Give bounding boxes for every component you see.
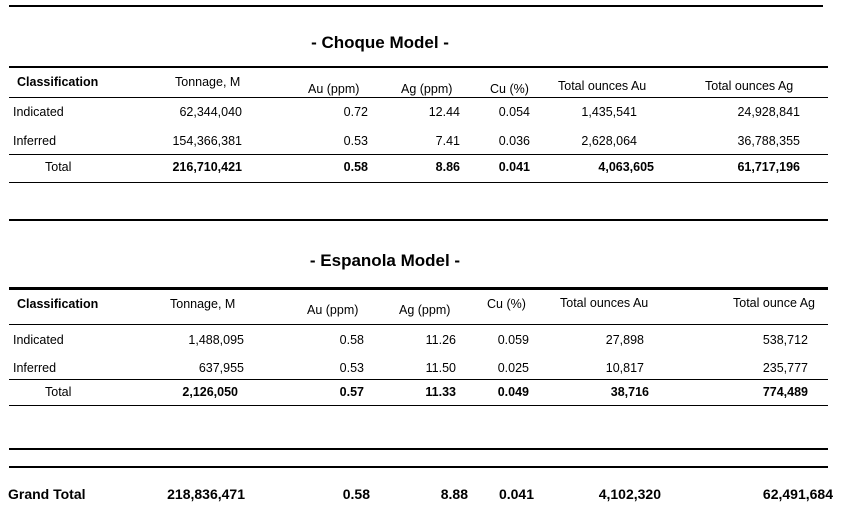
- choque-header-au: Au (ppm): [308, 82, 360, 96]
- espanola-header-oz-ag: Total ounce Ag: [733, 296, 816, 310]
- grand-total-ag: 8.88: [440, 486, 468, 502]
- espanola-header-tonnage: Tonnage, M: [170, 297, 236, 311]
- espanola-row-inferred-cu: 0.025: [497, 361, 529, 375]
- grand-total-label: Grand Total: [8, 486, 86, 502]
- choque-total-oz-ag: 61,717,196: [737, 160, 800, 174]
- grand-total-top-rule-1: [9, 448, 828, 450]
- grand-total-oz-au: 4,102,320: [598, 486, 661, 502]
- choque-row-indicated-oz-au: 1,435,541: [581, 105, 637, 119]
- choque-total-label: Total: [45, 160, 72, 174]
- espanola-total-oz-au: 38,716: [610, 385, 649, 399]
- espanola-subheader-rule: [9, 324, 828, 325]
- choque-total-oz-au: 4,063,605: [598, 160, 654, 174]
- choque-row-indicated-cu: 0.054: [498, 105, 530, 119]
- choque-total-cu: 0.041: [498, 160, 530, 174]
- choque-row-inferred-cu: 0.036: [498, 134, 530, 148]
- espanola-header-cu: Cu (%): [487, 297, 526, 311]
- espanola-header-oz-au: Total ounces Au: [560, 296, 649, 310]
- choque-row-indicated-oz-ag: 24,928,841: [737, 105, 800, 119]
- choque-total-au: 0.58: [343, 160, 368, 174]
- espanola-row-inferred-label: Inferred: [13, 361, 57, 375]
- choque-header-cu: Cu (%): [490, 82, 529, 96]
- espanola-total-tonnage: 2,126,050: [182, 385, 238, 399]
- choque-row-inferred-au: 0.53: [343, 134, 368, 148]
- choque-bottom-rule: [9, 182, 828, 183]
- espanola-row-inferred-au: 0.53: [339, 361, 364, 375]
- choque-total-rule: [9, 154, 828, 155]
- choque-header-classification: Classification: [17, 75, 99, 89]
- espanola-total-cu: 0.049: [497, 385, 529, 399]
- choque-total-tonnage: 216,710,421: [172, 160, 242, 174]
- espanola-header-ag: Ag (ppm): [399, 303, 451, 317]
- espanola-row-indicated-au: 0.58: [339, 333, 364, 347]
- espanola-row-inferred-oz-au: 10,817: [605, 361, 644, 375]
- espanola-row-indicated-tonnage: 1,488,095: [188, 333, 244, 347]
- espanola-total-rule: [9, 379, 828, 380]
- choque-row-inferred-label: Inferred: [13, 134, 57, 148]
- espanola-total-oz-ag: 774,489: [762, 385, 808, 399]
- grand-total-top-rule-2: [9, 466, 828, 468]
- espanola-row-inferred-ag: 11.50: [425, 361, 456, 375]
- choque-header-rule: [9, 66, 828, 68]
- choque-row-indicated-label: Indicated: [13, 105, 64, 119]
- espanola-row-inferred-oz-ag: 235,777: [762, 361, 808, 375]
- grand-total-au: 0.58: [342, 486, 370, 502]
- espanola-total-au: 0.57: [339, 385, 364, 399]
- espanola-header-rule: [9, 287, 828, 290]
- grand-total-tonnage: 218,836,471: [167, 486, 245, 502]
- choque-total-ag: 8.86: [435, 160, 460, 174]
- espanola-row-indicated-oz-au: 27,898: [605, 333, 644, 347]
- choque-row-indicated-tonnage: 62,344,040: [179, 105, 242, 119]
- choque-row-indicated-au: 0.72: [343, 105, 368, 119]
- grand-total-oz-ag: 62,491,684: [762, 486, 833, 502]
- choque-row-indicated-ag: 12.44: [428, 105, 460, 119]
- espanola-total-label: Total: [45, 385, 72, 399]
- espanola-bottom-rule: [9, 405, 828, 406]
- espanola-row-indicated-cu: 0.059: [497, 333, 529, 347]
- choque-row-inferred-oz-ag: 36,788,355: [737, 134, 800, 148]
- choque-header-oz-au: Total ounces Au: [558, 79, 647, 93]
- espanola-total-ag: 11.33: [425, 385, 456, 399]
- section-separator-rule: [9, 219, 828, 221]
- choque-row-inferred-oz-au: 2,628,064: [581, 134, 637, 148]
- choque-header-tonnage: Tonnage, M: [175, 75, 241, 89]
- espanola-row-indicated-ag: 11.26: [425, 333, 456, 347]
- choque-title: - Choque Model -: [311, 33, 449, 52]
- espanola-row-indicated-label: Indicated: [13, 333, 64, 347]
- choque-row-inferred-ag: 7.41: [435, 134, 460, 148]
- espanola-title: - Espanola Model -: [309, 251, 461, 270]
- choque-row-inferred-tonnage: 154,366,381: [172, 134, 242, 148]
- espanola-header-classification: Classification: [17, 297, 99, 311]
- espanola-row-inferred-tonnage: 637,955: [198, 361, 244, 375]
- grand-total-cu: 0.041: [498, 486, 534, 502]
- espanola-header-au: Au (ppm): [307, 303, 359, 317]
- choque-header-oz-ag: Total ounces Ag: [705, 79, 794, 93]
- choque-header-ag: Ag (ppm): [401, 82, 453, 96]
- espanola-row-indicated-oz-ag: 538,712: [762, 333, 808, 347]
- choque-subheader-rule: [9, 97, 828, 98]
- top-rule: [9, 5, 823, 7]
